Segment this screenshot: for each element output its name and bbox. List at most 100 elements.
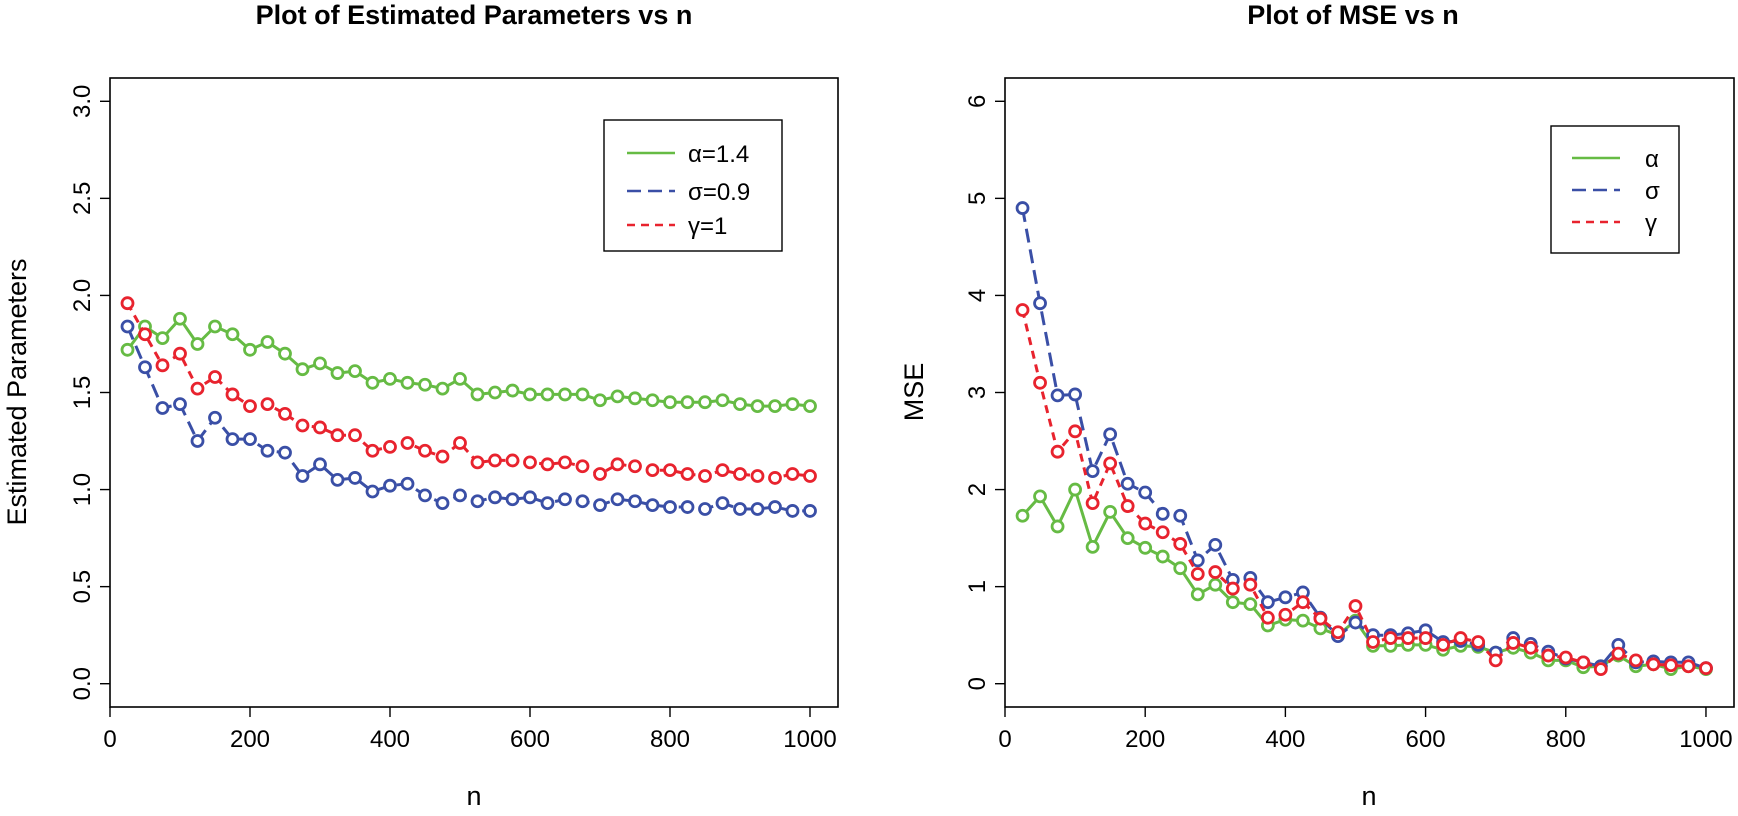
- data-point-alpha: [435, 381, 450, 396]
- data-point-sigma: [558, 492, 572, 507]
- data-point-gamma: [313, 420, 327, 435]
- data-point-sigma: [295, 469, 310, 483]
- data-point-sigma: [488, 490, 502, 505]
- series-line-sigma: [126, 325, 810, 513]
- data-point-alpha: [208, 319, 222, 334]
- y-tick-label: 2: [964, 483, 991, 496]
- x-tick-label: 400: [370, 726, 410, 753]
- data-point-gamma: [295, 418, 310, 433]
- series-sigma: [120, 319, 817, 518]
- data-point-sigma: [1208, 537, 1223, 552]
- data-point-gamma: [435, 449, 450, 464]
- data-point-alpha: [1155, 549, 1170, 564]
- data-point-sigma: [348, 471, 362, 485]
- data-point-sigma: [785, 504, 800, 518]
- data-point-gamma: [155, 358, 170, 373]
- data-point-sigma: [1190, 553, 1205, 568]
- data-point-alpha: [453, 372, 467, 386]
- data-point-gamma: [1208, 565, 1223, 579]
- data-point-gamma: [418, 443, 432, 458]
- x-tick-label: 400: [1265, 726, 1305, 753]
- data-point-gamma: [1313, 611, 1328, 626]
- data-point-sigma: [505, 492, 520, 507]
- data-point-sigma: [768, 500, 782, 514]
- y-tick-label: 1.5: [69, 376, 96, 409]
- data-point-sigma: [1015, 201, 1030, 215]
- data-point-alpha: [1050, 519, 1065, 534]
- legend: α=1.4 σ=0.9 γ=1: [603, 119, 783, 252]
- data-point-alpha: [803, 399, 817, 413]
- data-point-alpha: [505, 383, 520, 398]
- x-axis-label: n: [1361, 781, 1376, 811]
- data-point-gamma: [365, 443, 380, 458]
- data-point-gamma: [505, 453, 520, 468]
- data-point-alpha: [225, 327, 240, 342]
- data-point-gamma: [663, 463, 677, 478]
- data-point-gamma: [698, 469, 712, 483]
- data-point-sigma: [1173, 508, 1188, 523]
- legend: α σ γ: [1550, 125, 1680, 254]
- chart-panel-mse: Plot of MSE vs n n MSE 0 200 400 600 800 1000…: [899, 0, 1735, 811]
- legend-label-sigma: σ=0.9: [688, 179, 750, 206]
- data-point-sigma: [1120, 476, 1135, 491]
- data-point-gamma: [733, 467, 747, 481]
- x-axis-ticks: 0 200 400 600 800 1000: [998, 707, 1733, 753]
- x-tick-label: 200: [1125, 726, 1165, 753]
- x-tick-label: 0: [103, 726, 116, 753]
- data-point-gamma: [1664, 658, 1678, 673]
- data-point-alpha: [680, 395, 695, 410]
- legend-label-gamma: γ: [1645, 210, 1657, 237]
- data-point-alpha: [663, 395, 677, 410]
- data-point-alpha: [593, 393, 607, 408]
- y-axis-ticks: 0 1 2 3 4 5 6: [964, 95, 1005, 690]
- data-point-sigma: [1033, 296, 1047, 311]
- data-point-gamma: [1471, 635, 1486, 649]
- data-point-gamma: [715, 463, 730, 478]
- data-point-alpha: [383, 372, 397, 386]
- data-point-gamma: [610, 457, 625, 472]
- data-point-gamma: [1260, 610, 1275, 625]
- data-point-gamma: [1173, 537, 1188, 551]
- data-point-gamma: [1103, 456, 1118, 471]
- data-point-alpha: [155, 331, 170, 346]
- data-point-gamma: [1628, 653, 1643, 668]
- data-point-gamma: [628, 459, 642, 474]
- data-point-alpha: [278, 346, 292, 361]
- data-point-gamma: [1296, 595, 1310, 610]
- data-point-alpha: [610, 389, 625, 404]
- data-point-gamma: [330, 428, 345, 443]
- data-point-sigma: [365, 484, 380, 499]
- data-point-sigma: [1068, 387, 1082, 402]
- data-point-gamma: [1155, 525, 1170, 540]
- data-point-sigma: [208, 410, 222, 425]
- data-point-sigma: [155, 401, 170, 415]
- data-point-gamma: [1138, 516, 1153, 531]
- data-point-alpha: [120, 342, 135, 357]
- data-point-gamma: [540, 457, 555, 472]
- data-point-sigma: [383, 478, 397, 493]
- data-point-gamma: [1646, 657, 1661, 672]
- data-point-gamma: [1541, 648, 1556, 663]
- data-point-sigma: [470, 494, 485, 509]
- data-point-gamma: [1068, 424, 1082, 439]
- x-tick-label: 200: [230, 726, 270, 753]
- chart-title: Plot of MSE vs n: [1247, 0, 1459, 30]
- data-point-gamma: [558, 455, 572, 470]
- data-point-sigma: [243, 432, 257, 446]
- y-axis-label: Estimated Parameters: [2, 258, 32, 525]
- data-point-alpha: [1138, 540, 1153, 555]
- data-point-gamma: [208, 370, 222, 384]
- data-point-sigma: [663, 500, 677, 514]
- y-tick-label: 1: [964, 580, 991, 593]
- data-point-gamma: [1523, 640, 1538, 655]
- data-point-alpha: [1015, 508, 1030, 523]
- y-axis-label: MSE: [899, 363, 929, 422]
- data-point-sigma: [1260, 595, 1275, 610]
- data-point-sigma: [733, 502, 747, 516]
- data-point-sigma: [1103, 427, 1118, 442]
- y-tick-label: 3.0: [69, 85, 96, 118]
- series-sigma: [1015, 201, 1713, 676]
- y-axis-ticks: 0.0 0.5 1.0 1.5 2.0 2.5 3.0: [69, 85, 110, 700]
- data-point-sigma: [330, 472, 345, 487]
- series-group: [120, 296, 817, 518]
